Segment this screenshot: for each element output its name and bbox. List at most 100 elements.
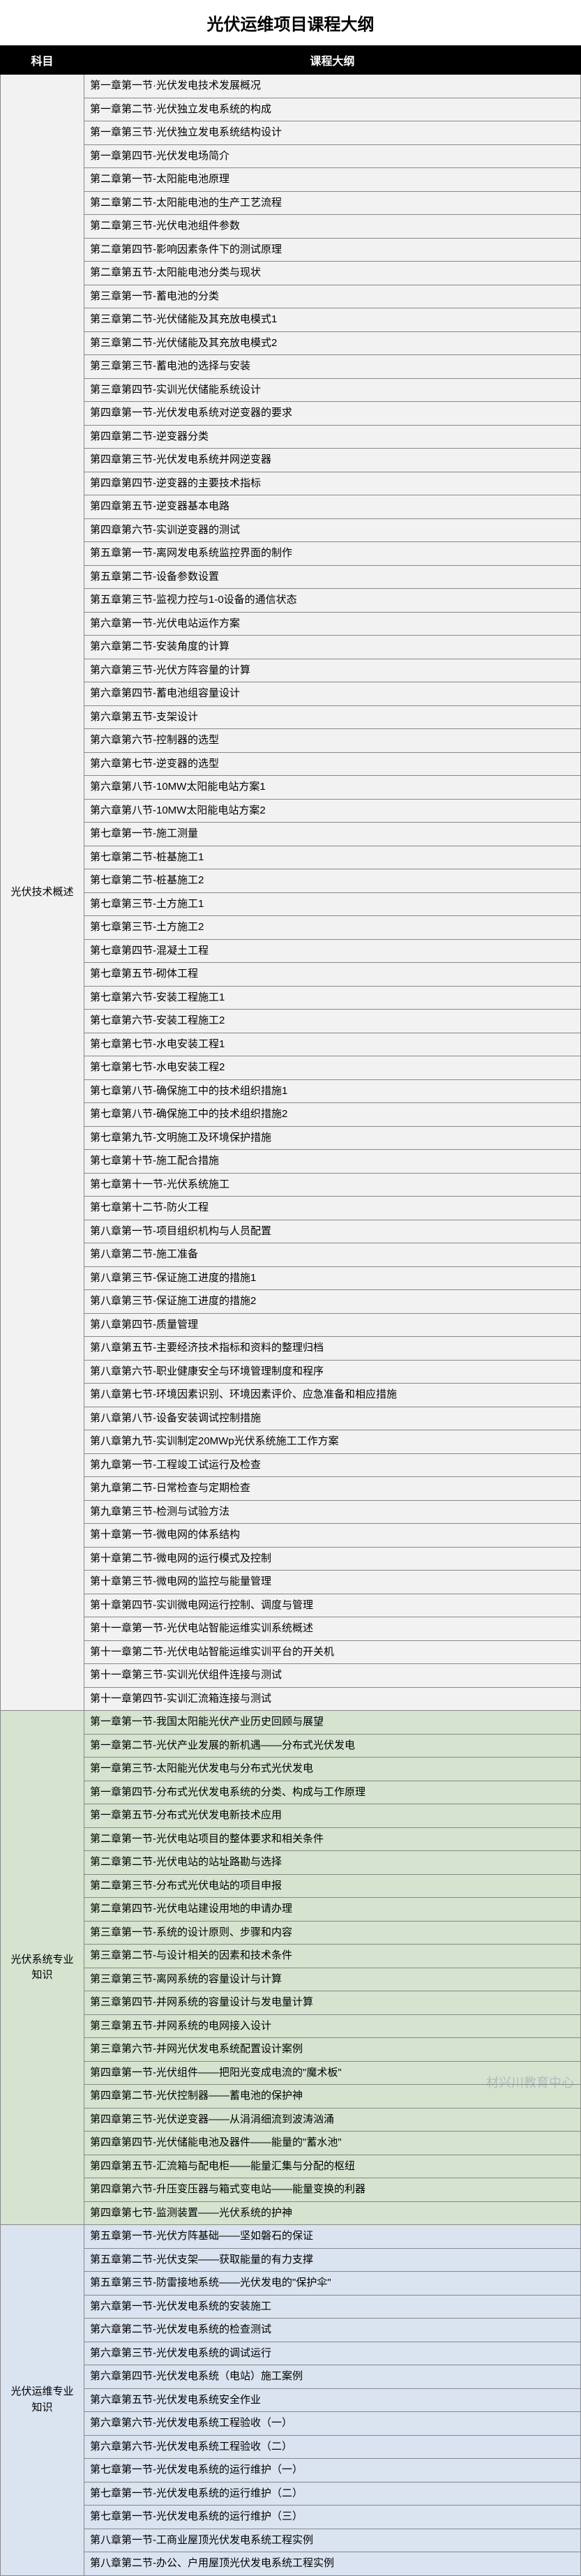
outline-cell: 第八章第五节-主要经济技术指标和资料的整理归档: [84, 1337, 581, 1361]
table-row: 第一章第二节·光伏独立发电系统的构成: [1, 98, 581, 121]
table-row: 第六章第六节-光伏发电系统工程验收（一）: [1, 2412, 581, 2436]
table-row: 第九章第一节-工程竣工试运行及检查: [1, 1453, 581, 1477]
table-row: 第七章第二节-桩基施工1: [1, 846, 581, 869]
table-row: 第七章第六节-安装工程施工2: [1, 1010, 581, 1033]
table-row: 第三章第四节-并网系统的容量设计与发电量计算: [1, 1991, 581, 2015]
table-row: 第四章第一节-光伏发电系统对逆变器的要求: [1, 402, 581, 426]
outline-cell: 第三章第一节-系统的设计原则、步骤和内容: [84, 1921, 581, 1945]
table-row: 第七章第九节-文明施工及环境保护措施: [1, 1126, 581, 1150]
outline-cell: 第二章第二节-太阳能电池的生产工艺流程: [84, 191, 581, 215]
table-row: 第六章第五节-光伏发电系统安全作业: [1, 2388, 581, 2412]
outline-cell: 第八章第二节-办公、户用屋顶光伏发电系统工程实例: [84, 2552, 581, 2576]
outline-cell: 第十一章第四节-实训汇流箱连接与测试: [84, 1687, 581, 1711]
table-row: 第八章第三节-保证施工进度的措施1: [1, 1266, 581, 1290]
outline-cell: 第四章第五节-逆变器基本电路: [84, 495, 581, 519]
outline-cell: 第二章第二节-光伏电站的站址路勘与选择: [84, 1851, 581, 1875]
table-row: 第九章第三节-检测与试验方法: [1, 1500, 581, 1524]
outline-cell: 第四章第四节-光伏储能电池及器件——能量的"蓄水池": [84, 2132, 581, 2155]
table-row: 第四章第五节-汇流箱与配电柜——能量汇集与分配的枢纽: [1, 2155, 581, 2178]
table-row: 第四章第六节-升压变压器与箱式变电站——能量变换的利器: [1, 2178, 581, 2202]
outline-cell: 第七章第七节-水电安装工程2: [84, 1056, 581, 1080]
table-row: 第二章第二节-光伏电站的站址路勘与选择: [1, 1851, 581, 1875]
outline-cell: 第三章第六节-并网光伏发电系统配置设计案例: [84, 2038, 581, 2062]
outline-cell: 第十章第一节-微电网的体系结构: [84, 1524, 581, 1548]
outline-cell: 第六章第八节-10MW太阳能电站方案1: [84, 776, 581, 800]
table-row: 第三章第二节-光伏储能及其充放电模式1: [1, 308, 581, 332]
outline-cell: 第七章第六节-安装工程施工1: [84, 986, 581, 1010]
outline-cell: 第五章第三节-防雷接地系统——光伏发电的"保护伞": [84, 2272, 581, 2296]
outline-cell: 第四章第四节-逆变器的主要技术指标: [84, 472, 581, 495]
outline-cell: 第七章第一节-施工测量: [84, 823, 581, 846]
outline-cell: 第二章第四节-光伏电站建设用地的申请办理: [84, 1898, 581, 1922]
outline-cell: 第四章第七节-监测装置——光伏系统的护神: [84, 2201, 581, 2225]
table-row: 第九章第二节-日常检查与定期检查: [1, 1477, 581, 1501]
table-row: 第十一章第一节-光伏电站智能运维实训系统概述: [1, 1617, 581, 1641]
table-row: 光伏技术概述第一章第一节·光伏发电技术发展概况: [1, 75, 581, 98]
table-row: 第七章第七节-水电安装工程1: [1, 1033, 581, 1056]
table-row: 第五章第二节-设备参数设置: [1, 565, 581, 589]
outline-cell: 第三章第四节-并网系统的容量设计与发电量计算: [84, 1991, 581, 2015]
table-row: 第二章第二节-太阳能电池的生产工艺流程: [1, 191, 581, 215]
table-row: 第四章第七节-监测装置——光伏系统的护神: [1, 2201, 581, 2225]
table-row: 第八章第九节-实训制定20MWp光伏系统施工工作方案: [1, 1430, 581, 1454]
outline-cell: 第四章第一节-光伏发电系统对逆变器的要求: [84, 402, 581, 426]
table-row: 第八章第五节-主要经济技术指标和资料的整理归档: [1, 1337, 581, 1361]
outline-cell: 第一章第五节-分布式光伏发电新技术应用: [84, 1804, 581, 1828]
outline-cell: 第七章第三节-土方施工2: [84, 916, 581, 940]
outline-cell: 第四章第三节-光伏逆变器——从涓涓细流到波涛汹涌: [84, 2108, 581, 2132]
outline-cell: 第四章第三节-光伏发电系统并网逆变器: [84, 449, 581, 472]
table-row: 第八章第六节-职业健康安全与环境管理制度和程序: [1, 1360, 581, 1384]
outline-cell: 第十一章第一节-光伏电站智能运维实训系统概述: [84, 1617, 581, 1641]
table-row: 第三章第四节-实训光伏储能系统设计: [1, 378, 581, 402]
subject-cell: 光伏技术概述: [1, 75, 84, 1711]
outline-cell: 第六章第二节-光伏发电系统的检查测试: [84, 2319, 581, 2342]
table-row: 第七章第一节-光伏发电系统的运行维护（二）: [1, 2482, 581, 2506]
outline-cell: 第一章第一节·光伏发电技术发展概况: [84, 75, 581, 98]
table-row: 第七章第十一节-光伏系统施工: [1, 1173, 581, 1197]
table-row: 第五章第二节-光伏支架——获取能量的有力支撑: [1, 2248, 581, 2272]
table-row: 第三章第五节-并网系统的电网接入设计: [1, 2014, 581, 2038]
table-row: 第六章第八节-10MW太阳能电站方案2: [1, 799, 581, 823]
outline-cell: 第六章第一节-光伏发电系统的安装施工: [84, 2295, 581, 2319]
table-row: 第六章第四节-蓄电池组容量设计: [1, 682, 581, 706]
outline-cell: 第二章第四节-影响因素条件下的测试原理: [84, 238, 581, 262]
table-row: 第八章第一节-工商业屋顶光伏发电系统工程实例: [1, 2529, 581, 2552]
outline-cell: 第一章第三节-太阳能光伏发电与分布式光伏发电: [84, 1758, 581, 1781]
page-title: 光伏运维项目课程大纲: [0, 0, 581, 45]
outline-cell: 第三章第二节-光伏储能及其充放电模式1: [84, 308, 581, 332]
table-row: 第二章第三节-光伏电池组件参数: [1, 215, 581, 239]
outline-cell: 第六章第二节-安装角度的计算: [84, 636, 581, 659]
table-row: 第七章第八节-确保施工中的技术组织措施2: [1, 1103, 581, 1127]
outline-cell: 第八章第九节-实训制定20MWp光伏系统施工工作方案: [84, 1430, 581, 1454]
table-row: 第七章第三节-土方施工1: [1, 892, 581, 916]
table-row: 第六章第一节-光伏电站运作方案: [1, 612, 581, 636]
outline-cell: 第八章第二节-施工准备: [84, 1243, 581, 1267]
outline-cell: 第八章第七节-环境因素识别、环境因素评价、应急准备和相应措施: [84, 1384, 581, 1407]
outline-cell: 第九章第二节-日常检查与定期检查: [84, 1477, 581, 1501]
outline-cell: 第七章第一节-光伏发电系统的运行维护（二）: [84, 2482, 581, 2506]
outline-cell: 第九章第一节-工程竣工试运行及检查: [84, 1453, 581, 1477]
outline-cell: 第五章第一节-光伏方阵基础——坚如磐石的保证: [84, 2225, 581, 2249]
table-row: 第一章第三节-太阳能光伏发电与分布式光伏发电: [1, 1758, 581, 1781]
outline-cell: 第十一章第三节-实训光伏组件连接与测试: [84, 1664, 581, 1688]
table-row: 第三章第二节-光伏储能及其充放电模式2: [1, 331, 581, 355]
outline-cell: 第十章第四节-实训微电网运行控制、调度与管理: [84, 1594, 581, 1617]
outline-cell: 第一章第一节-我国太阳能光伏产业历史回顾与展望: [84, 1711, 581, 1735]
table-row: 第十章第一节-微电网的体系结构: [1, 1524, 581, 1548]
table-row: 第五章第一节-离网发电系统监控界面的制作: [1, 542, 581, 566]
outline-cell: 第二章第三节-分布式光伏电站的项目申报: [84, 1874, 581, 1898]
outline-cell: 第三章第三节-蓄电池的选择与安装: [84, 355, 581, 379]
table-row: 第七章第四节-混凝土工程: [1, 939, 581, 963]
table-row: 第一章第四节-分布式光伏发电系统的分类、构成与工作原理: [1, 1781, 581, 1804]
outline-cell: 第六章第五节-光伏发电系统安全作业: [84, 2388, 581, 2412]
table-row: 第四章第二节-逆变器分类: [1, 425, 581, 449]
outline-cell: 第四章第二节-逆变器分类: [84, 425, 581, 449]
outline-cell: 第七章第三节-土方施工1: [84, 892, 581, 916]
outline-cell: 第七章第十一节-光伏系统施工: [84, 1173, 581, 1197]
table-row: 第七章第十节-施工配合措施: [1, 1150, 581, 1174]
outline-cell: 第三章第二节-与设计相关的因素和技术条件: [84, 1945, 581, 1968]
outline-cell: 第六章第四节-蓄电池组容量设计: [84, 682, 581, 706]
outline-cell: 第七章第二节-桩基施工2: [84, 869, 581, 893]
syllabus-table: 科目 课程大纲 光伏技术概述第一章第一节·光伏发电技术发展概况第一章第二节·光伏…: [0, 45, 581, 2576]
table-row: 第六章第七节-逆变器的选型: [1, 752, 581, 776]
